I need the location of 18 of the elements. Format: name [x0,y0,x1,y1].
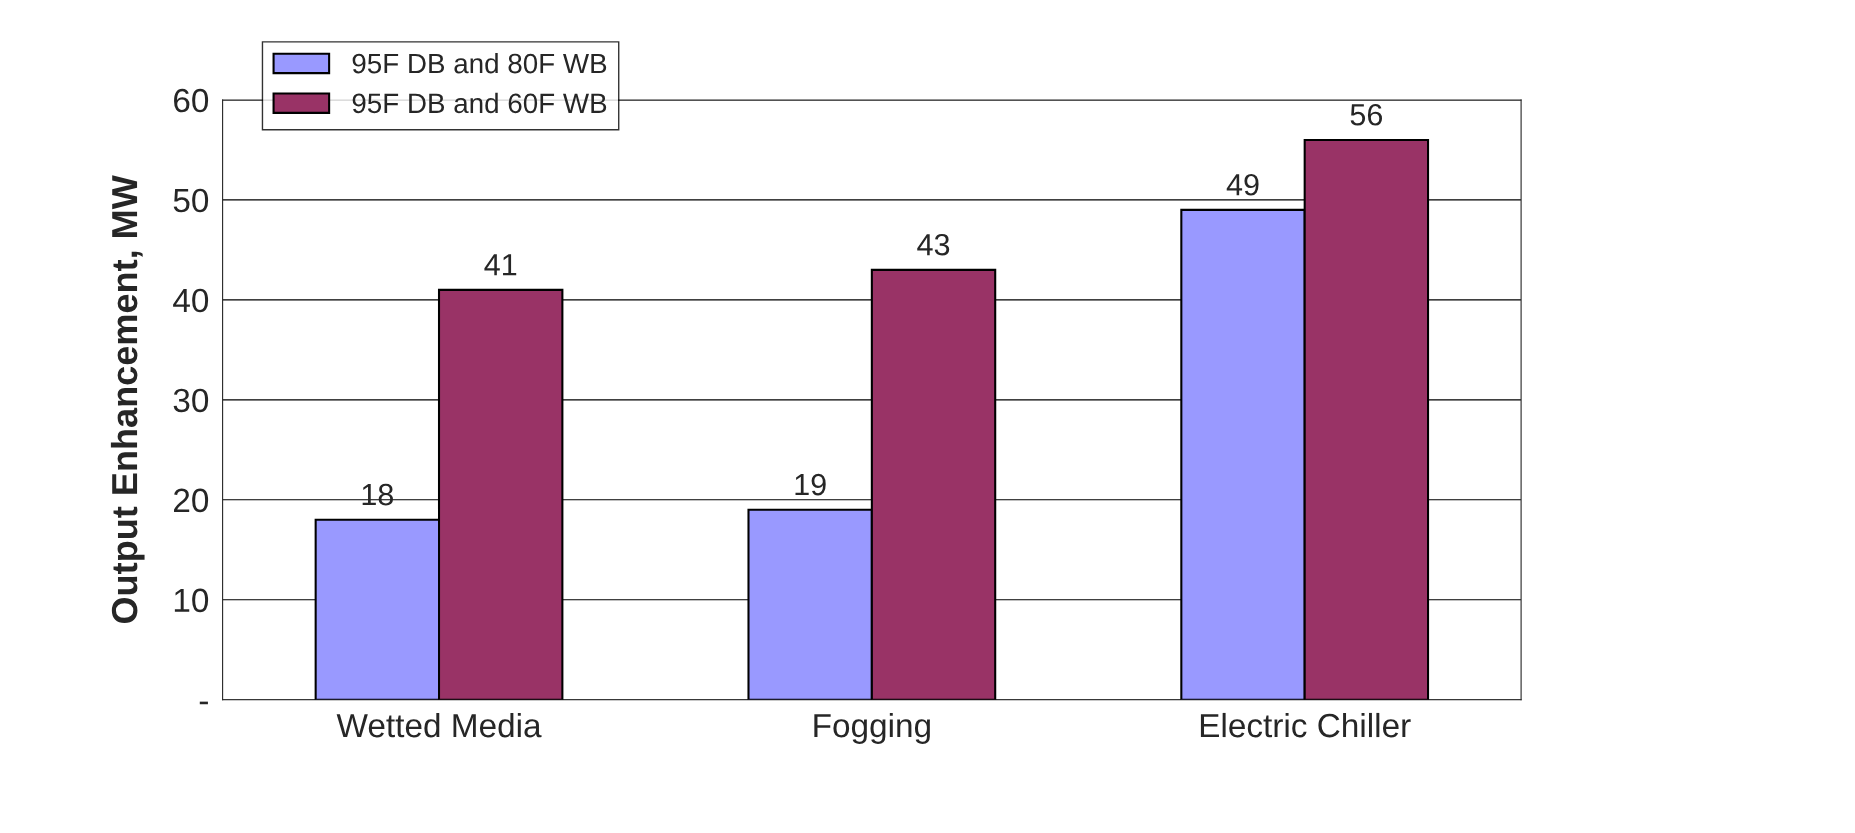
y-tick-label: 10 [174,588,209,613]
y-tick-label: 40 [173,288,209,313]
y-tick-label: 50 [173,188,209,213]
legend-label: 95F DB and 80F WB [352,52,607,74]
data-label: 49 [1226,173,1259,196]
data-label: 43 [917,233,950,256]
y-tick-label: 30 [173,388,209,413]
x-tick-label: Electric Chiller [1200,712,1411,738]
y-axis-title: Output Enhancement, MW [110,175,145,624]
x-tick-label: Fogging [814,712,930,744]
y-tick-label: 20 [174,488,209,513]
data-label: 19 [795,473,826,496]
y-tick-label: 60 [174,88,209,113]
y-tick-label: - [199,701,208,705]
data-label: 56 [1350,103,1383,126]
legend-label: 95F DB and 60F WB [352,92,607,114]
x-tick-label: Wetted Media [336,712,542,738]
data-label: 41 [484,254,517,276]
